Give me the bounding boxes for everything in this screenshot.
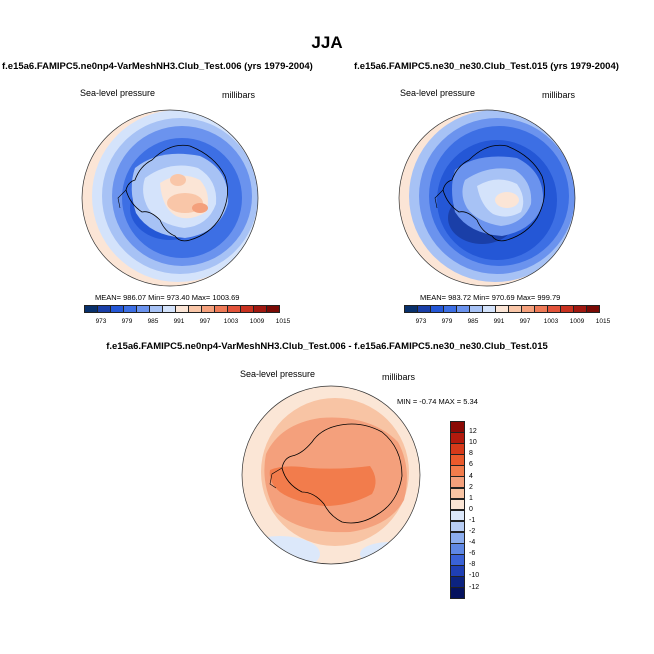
- left-stats: MEAN= 986.07 Min= 973.40 Max= 1003.69: [95, 293, 240, 302]
- colorbar-swatch: [430, 305, 444, 313]
- colorbar-tick-label: 979: [121, 318, 133, 325]
- diff-colorbar-swatch: [450, 576, 465, 588]
- colorbar-tick-label: 991: [493, 318, 505, 325]
- diff-colorbar-swatch: [450, 509, 465, 522]
- colorbar-tick-label: 1015: [275, 318, 291, 325]
- diff-colorbar-swatch: [450, 421, 465, 433]
- colorbar-swatch: [417, 305, 431, 313]
- right-stats: MEAN= 983.72 Min= 970.69 Max= 999.79: [420, 293, 561, 302]
- diff-colorbar-swatch: [450, 443, 465, 455]
- colorbar-tick-label: 973: [415, 318, 427, 325]
- left-polar-map: [81, 109, 259, 287]
- colorbar-swatch: [456, 305, 470, 313]
- diff-colorbar-swatch: [450, 476, 465, 489]
- diff-colorbar-swatch: [450, 543, 465, 555]
- colorbar-swatch: [188, 305, 202, 313]
- colorbar-swatch: [469, 305, 483, 313]
- diff-colorbar-tick-label: 10: [469, 439, 477, 447]
- colorbar-swatch: [201, 305, 215, 313]
- colorbar-tick-label: 1003: [543, 318, 559, 325]
- page-title: JJA: [311, 33, 343, 52]
- diff-colorbar-tick-label: -8: [469, 561, 476, 569]
- diff-colorbar-tick-label: -2: [469, 528, 476, 535]
- diff-colorbar-swatch: [450, 432, 465, 444]
- diff-colorbar-tick-label: -4: [469, 539, 476, 547]
- left-run-title: f.e15a6.FAMIPC5.ne0np4-VarMeshNH3.Club_T…: [2, 61, 313, 72]
- diff-colorbar-swatch: [450, 465, 465, 477]
- colorbar-swatch: [227, 305, 241, 313]
- colorbar-swatch: [110, 305, 124, 313]
- diff-colorbar-swatch: [450, 520, 465, 533]
- colorbar-swatch: [149, 305, 163, 313]
- colorbar-swatch: [547, 305, 561, 313]
- diff-colorbar-ticks: 12 10 8 6 4 2 1 0 -1 -2 -4 -6 -8 -10 -12: [469, 421, 499, 621]
- right-units-label: millibars: [542, 90, 576, 100]
- colorbar-tick-label: 979: [441, 318, 453, 325]
- diff-colorbar-swatch: [450, 565, 465, 577]
- colorbar-swatch: [253, 305, 267, 313]
- diff-colorbar-swatch: [450, 454, 465, 466]
- colorbar-tick-label: 985: [147, 318, 159, 325]
- diff-colorbar-tick-label: 1: [469, 494, 473, 502]
- colorbar-swatch: [84, 305, 98, 313]
- right-run-title: f.e15a6.FAMIPC5.ne30_ne30.Club_Test.015 …: [354, 61, 619, 72]
- diff-polar-map: [241, 385, 421, 565]
- diff-colorbar-tick-label: -12: [469, 583, 480, 591]
- colorbar-swatch: [97, 305, 111, 313]
- diff-colorbar-swatch: [450, 531, 465, 544]
- diff-colorbar-tick-label: 0: [469, 505, 473, 513]
- diff-colorbar-tick-label: 8: [469, 450, 473, 458]
- colorbar-tick-label: 991: [173, 318, 185, 325]
- diff-colorbar-tick-label: -1: [469, 516, 476, 524]
- colorbar-tick-label: 1015: [595, 318, 611, 325]
- colorbar-swatch: [508, 305, 522, 313]
- left-units-label: millibars: [222, 90, 256, 100]
- diff-colorbar-swatch: [450, 487, 465, 500]
- colorbar-swatch: [123, 305, 137, 313]
- colorbar-tick-label: 997: [519, 318, 531, 325]
- colorbar-tick-label: 973: [95, 318, 107, 325]
- diff-stats: MIN = -0.74 MAX = 5.34: [397, 397, 478, 406]
- diff-colorbar-swatch: [450, 498, 465, 511]
- diff-colorbar-tick-label: 6: [469, 461, 473, 469]
- colorbar-swatch: [560, 305, 574, 313]
- diff-colorbar-tick-label: 4: [469, 472, 473, 480]
- colorbar-swatch: [443, 305, 457, 313]
- diff-colorbar-tick-label: -10: [469, 572, 480, 580]
- diff-colorbar-tick-label: 2: [469, 483, 473, 491]
- colorbar-tick-label: 1009: [249, 318, 265, 325]
- colorbar-tick-label: 985: [467, 318, 479, 325]
- colorbar-swatch: [482, 305, 496, 313]
- colorbar-tick-label: 1009: [569, 318, 585, 325]
- colorbar-swatch: [175, 305, 189, 313]
- colorbar-swatch: [521, 305, 535, 313]
- diff-units-label: millibars: [382, 372, 416, 382]
- colorbar-swatch: [495, 305, 509, 313]
- colorbar-swatch: [136, 305, 150, 313]
- diff-colorbar-swatch: [450, 587, 465, 599]
- diff-colorbar-tick-label: -6: [469, 550, 476, 558]
- left-variable-label: Sea-level pressure: [80, 88, 156, 98]
- diff-variable-label: Sea-level pressure: [240, 369, 316, 379]
- colorbar-swatch: [573, 305, 587, 313]
- right-polar-map: [398, 109, 576, 287]
- diff-colorbar-swatch: [450, 554, 465, 566]
- diff-title: f.e15a6.FAMIPC5.ne0np4-VarMeshNH3.Club_T…: [106, 341, 548, 352]
- colorbar-swatch: [586, 305, 600, 313]
- diff-colorbar-tick-label: 12: [469, 428, 477, 436]
- colorbar-tick-label: 997: [199, 318, 211, 325]
- left-colorbar: [84, 305, 280, 313]
- colorbar-swatch: [266, 305, 280, 313]
- colorbar-swatch: [240, 305, 254, 313]
- right-colorbar: [404, 305, 600, 313]
- colorbar-swatch: [404, 305, 418, 313]
- right-variable-label: Sea-level pressure: [400, 88, 476, 98]
- colorbar-tick-label: 1003: [223, 318, 239, 325]
- colorbar-swatch: [162, 305, 176, 313]
- diff-colorbar: [450, 421, 465, 599]
- colorbar-swatch: [534, 305, 548, 313]
- colorbar-swatch: [214, 305, 228, 313]
